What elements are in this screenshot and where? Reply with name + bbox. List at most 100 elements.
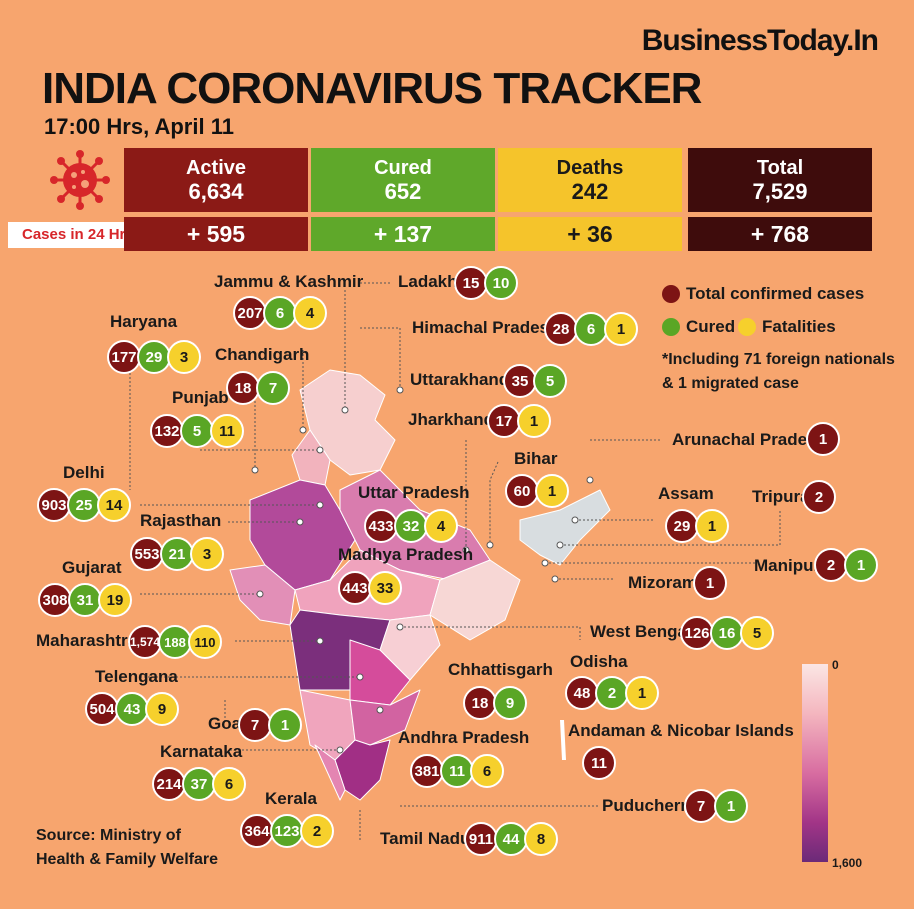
- deaths-delta: + 36: [498, 217, 682, 251]
- state-label: Chandigarh: [215, 345, 310, 364]
- state-label: Himachal Pradesh: [412, 318, 560, 337]
- state-stats-row: 28 6 1: [544, 312, 638, 346]
- state-stats-row: 433 32 4: [364, 509, 458, 543]
- state-label: Tripura: [752, 487, 810, 506]
- cured-circle: 43: [115, 692, 149, 726]
- total-circle: 1: [806, 422, 840, 456]
- state-label: Karnataka: [160, 742, 243, 761]
- total-circle: 35: [503, 364, 537, 398]
- andaman-islands: [560, 720, 566, 760]
- state-stats-row: 35 5: [503, 364, 567, 398]
- cured-circle: 2: [595, 676, 629, 710]
- state-label: Uttar Pradesh: [358, 483, 470, 502]
- total-circle: 60: [505, 474, 539, 508]
- cured-circle: 9: [493, 686, 527, 720]
- state-label: Delhi: [63, 463, 105, 482]
- state-stats-row: 18 9: [463, 686, 527, 720]
- cured-value: 652: [384, 179, 422, 204]
- cured-circle: 29: [137, 340, 171, 374]
- state-stats-row: 18 7: [226, 371, 290, 405]
- footnote: *Including 71 foreign nationals & 1 migr…: [662, 348, 895, 396]
- source-note: Source: Ministry of Health & Family Welf…: [36, 824, 218, 872]
- total-circle: 126: [680, 616, 714, 650]
- total-circle: 132: [150, 414, 184, 448]
- deaths-label: Deaths: [556, 157, 624, 179]
- legend-total-dot: [662, 285, 680, 303]
- state-stats-row: 177 29 3: [107, 340, 201, 374]
- state-label: Goa: [208, 714, 242, 733]
- color-scale: [802, 664, 828, 862]
- total-circle: 29: [665, 509, 699, 543]
- state-stats-row: 7 1: [238, 708, 302, 742]
- state-stats-row: 308 31 19: [38, 583, 132, 617]
- map-region-chhattisgarh: [379, 614, 441, 681]
- total-circle: 1,574: [128, 625, 162, 659]
- total-circle: 15: [454, 266, 488, 300]
- state-label: Rajasthan: [140, 511, 222, 530]
- state-stats-row: 903 25 14: [37, 488, 131, 522]
- total-circle: 433: [364, 509, 398, 543]
- state-stats-row: 443 33: [338, 571, 402, 605]
- state-stats-row: 911 44 8: [464, 822, 558, 856]
- cured-circle: 6: [263, 296, 297, 330]
- active-box: Active 6,634: [124, 148, 308, 212]
- total-circle: 2: [802, 480, 836, 514]
- fatal-circle: 6: [470, 754, 504, 788]
- cured-circle: 6: [574, 312, 608, 346]
- state-stats-row: 126 16 5: [680, 616, 774, 650]
- cured-label: Cured: [374, 157, 432, 179]
- state-stats-row: 17 1: [487, 404, 551, 438]
- legend-cured-label: Cured: [686, 317, 736, 336]
- fatal-circle: 8: [524, 822, 558, 856]
- state-stats-row: 132 5 11: [150, 414, 244, 448]
- state-stats-row: 60 1: [505, 474, 569, 508]
- active-label: Active: [185, 157, 247, 179]
- state-stats-row: 15 10: [454, 266, 518, 300]
- legend-total-label: Total confirmed cases: [686, 284, 865, 303]
- total-circle: 1: [693, 566, 727, 600]
- state-label: Maharashtra: [36, 631, 138, 650]
- fatal-circle: 3: [167, 340, 201, 374]
- cured-circle: 10: [484, 266, 518, 300]
- state-label: Jammu & Kashmir: [214, 272, 364, 291]
- cured-circle: 1: [714, 789, 748, 823]
- state-stats-row: 2 1: [814, 548, 878, 582]
- state-label: Uttarakhand: [410, 370, 510, 389]
- total-circle: 7: [684, 789, 718, 823]
- fatal-circle: 1: [604, 312, 638, 346]
- total-circle: 553: [130, 537, 164, 571]
- total-circle: 177: [107, 340, 141, 374]
- fatal-circle: 9: [145, 692, 179, 726]
- fatal-circle: 19: [98, 583, 132, 617]
- fatal-circle: 1: [625, 676, 659, 710]
- deaths-box: Deaths 242: [498, 148, 682, 212]
- cured-circle: 1: [268, 708, 302, 742]
- total-circle: 911: [464, 822, 498, 856]
- page-title: INDIA CORONAVIRUS TRACKER: [42, 64, 702, 113]
- map-region-ne: [519, 489, 611, 566]
- cured-circle: 37: [182, 767, 216, 801]
- footnote-line1: *Including 71 foreign nationals: [662, 351, 895, 368]
- map-region-rajasthan: [249, 479, 356, 591]
- active-delta: + 595: [124, 217, 308, 251]
- cured-circle: 31: [68, 583, 102, 617]
- state-label: Mizoram: [628, 573, 697, 592]
- state-label: Assam: [658, 484, 714, 503]
- state-label: Haryana: [110, 312, 178, 331]
- cured-circle: 44: [494, 822, 528, 856]
- total-circle: 28: [544, 312, 578, 346]
- state-label: Telengana: [95, 667, 178, 686]
- state-label: Andhra Pradesh: [398, 728, 530, 747]
- fatal-circle: 4: [424, 509, 458, 543]
- fatal-circle: 5: [740, 616, 774, 650]
- state-label: Chhattisgarh: [448, 660, 553, 679]
- state-stats-row: 381 11 6: [410, 754, 504, 788]
- state-stats-row: 214 37 6: [152, 767, 246, 801]
- total-circle: 2: [814, 548, 848, 582]
- cured-circle: 5: [180, 414, 214, 448]
- state-stats-row: 7 1: [684, 789, 748, 823]
- state-stats-row: 207 6 4: [233, 296, 327, 330]
- state-stats-row: 1: [693, 566, 727, 600]
- state-label: Jharkhand: [408, 410, 494, 429]
